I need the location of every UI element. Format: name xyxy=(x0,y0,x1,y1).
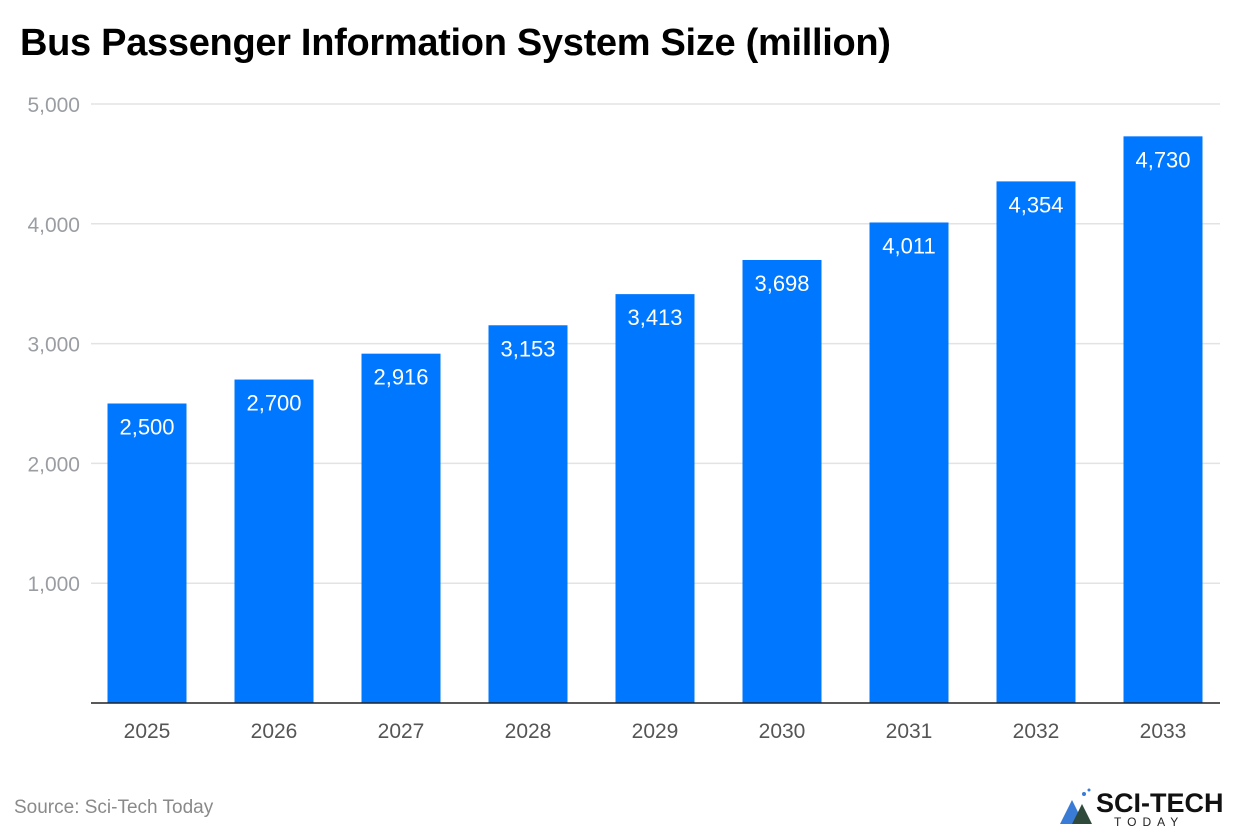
data-label: 3,413 xyxy=(627,305,682,330)
x-tick-label: 2030 xyxy=(759,720,806,743)
bar-2029 xyxy=(615,294,695,703)
x-tick-label: 2026 xyxy=(251,720,298,743)
x-tick-label: 2029 xyxy=(632,720,679,743)
data-label: 3,153 xyxy=(500,336,555,361)
x-tick-label: 2031 xyxy=(886,720,933,743)
data-label: 4,730 xyxy=(1135,147,1190,172)
source-note: Source: Sci-Tech Today xyxy=(14,797,214,818)
x-tick-label: 2032 xyxy=(1013,720,1060,743)
data-label: 2,700 xyxy=(246,391,301,416)
bars: 2,500 2025 2,700 2026 2,916 2027 3,153 2028 3,41… xyxy=(107,136,1203,743)
data-label: 2,500 xyxy=(119,415,174,440)
x-tick-label: 2025 xyxy=(124,720,171,743)
gridlines: 1,000 2,000 3,000 4,000 5,000 xyxy=(27,94,1220,596)
y-tick-label: 1,000 xyxy=(27,573,80,596)
bar-2030 xyxy=(742,259,822,703)
chart-title: Bus Passenger Information System Size (m… xyxy=(20,22,891,64)
bar-2027 xyxy=(361,353,441,703)
x-tick-label: 2033 xyxy=(1140,720,1187,743)
data-label: 2,916 xyxy=(373,365,428,390)
logo-subtext: TODAY xyxy=(1114,815,1184,828)
bar-2026 xyxy=(234,379,314,703)
bar-2031 xyxy=(869,222,949,704)
y-tick-label: 2,000 xyxy=(27,453,80,476)
data-label: 4,011 xyxy=(882,233,935,258)
bar-2025 xyxy=(107,403,187,703)
x-tick-label: 2027 xyxy=(378,720,425,743)
y-tick-label: 5,000 xyxy=(27,94,80,117)
bar-2033 xyxy=(1123,136,1203,703)
bar-2028 xyxy=(488,325,568,703)
logo-text: SCI-TECH xyxy=(1096,788,1224,818)
data-label: 4,354 xyxy=(1008,192,1063,217)
x-tick-label: 2028 xyxy=(505,720,552,743)
y-tick-label: 4,000 xyxy=(27,214,80,237)
data-label: 3,698 xyxy=(754,271,809,296)
sci-tech-today-logo: SCI-TECH TODAY xyxy=(1060,788,1224,828)
bar-2032 xyxy=(996,181,1076,703)
y-tick-label: 3,000 xyxy=(27,334,80,357)
